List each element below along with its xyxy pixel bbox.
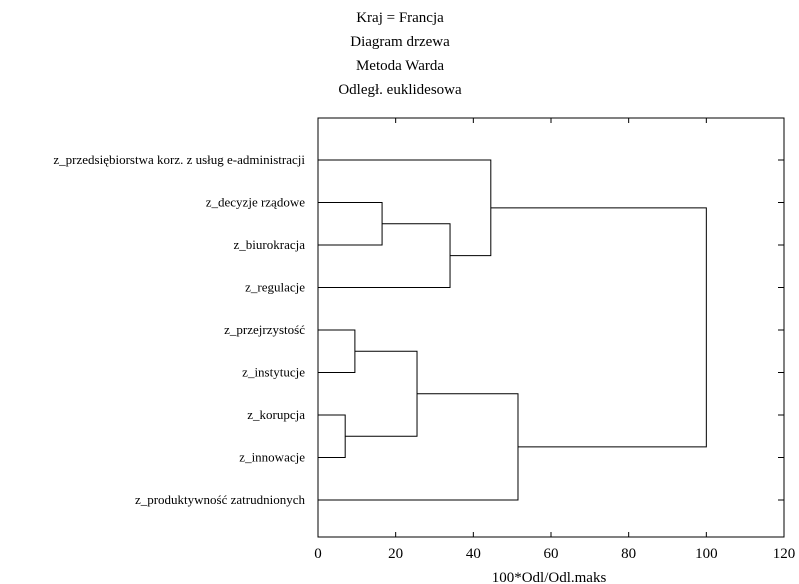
title-line-1: Kraj = Francja: [356, 10, 444, 26]
x-axis-title: 100*Odl/Odl.maks: [492, 570, 607, 584]
plot-frame: [317, 117, 785, 538]
leaf-label: z_regulacje: [245, 280, 305, 295]
dendrogram-link: [318, 329, 356, 373]
dendrogram-link: [318, 223, 451, 288]
dendrogram-link: [318, 202, 383, 246]
dendrogram-link: [318, 414, 346, 458]
leaf-label: z_decyzje rządowe: [206, 195, 305, 210]
dendrogram-link: [345, 350, 418, 437]
x-tick-label: 0: [314, 546, 322, 562]
dendrogram-link: [318, 159, 492, 257]
leaf-label: z_przedsiębiorstwa korz. z usług e-admin…: [53, 152, 305, 167]
leaf-label: z_instytucje: [242, 365, 305, 380]
x-axis-ticks: 0 20 40 60 80 100 120: [314, 118, 795, 562]
title-line-4: Odległ. euklidesowa: [338, 82, 462, 98]
x-tick-label: 100: [695, 546, 718, 562]
leaf-label: z_biurokracja: [234, 237, 306, 252]
x-tick-label: 120: [773, 546, 796, 562]
x-tick-label: 60: [544, 546, 559, 562]
leaf-label: z_korupcja: [247, 407, 305, 422]
dendrogram-links: [318, 159, 707, 501]
leaf-labels: z_przedsiębiorstwa korz. z usług e-admin…: [53, 152, 305, 507]
leaf-label: z_przejrzystość: [224, 322, 305, 337]
leaf-label: z_innowacje: [239, 450, 305, 465]
x-tick-label: 80: [621, 546, 636, 562]
chart-title-block: Kraj = Francja Diagram drzewa Metoda War…: [338, 10, 462, 98]
x-tick-label: 20: [388, 546, 403, 562]
title-line-2: Diagram drzewa: [350, 34, 450, 50]
dendrogram-link: [318, 393, 519, 501]
title-line-3: Metoda Warda: [356, 58, 444, 74]
dendrogram-link: [490, 207, 707, 448]
leaf-label: z_produktywność zatrudnionych: [135, 492, 306, 507]
leaf-ticks: [778, 159, 784, 501]
x-tick-label: 40: [466, 546, 481, 562]
